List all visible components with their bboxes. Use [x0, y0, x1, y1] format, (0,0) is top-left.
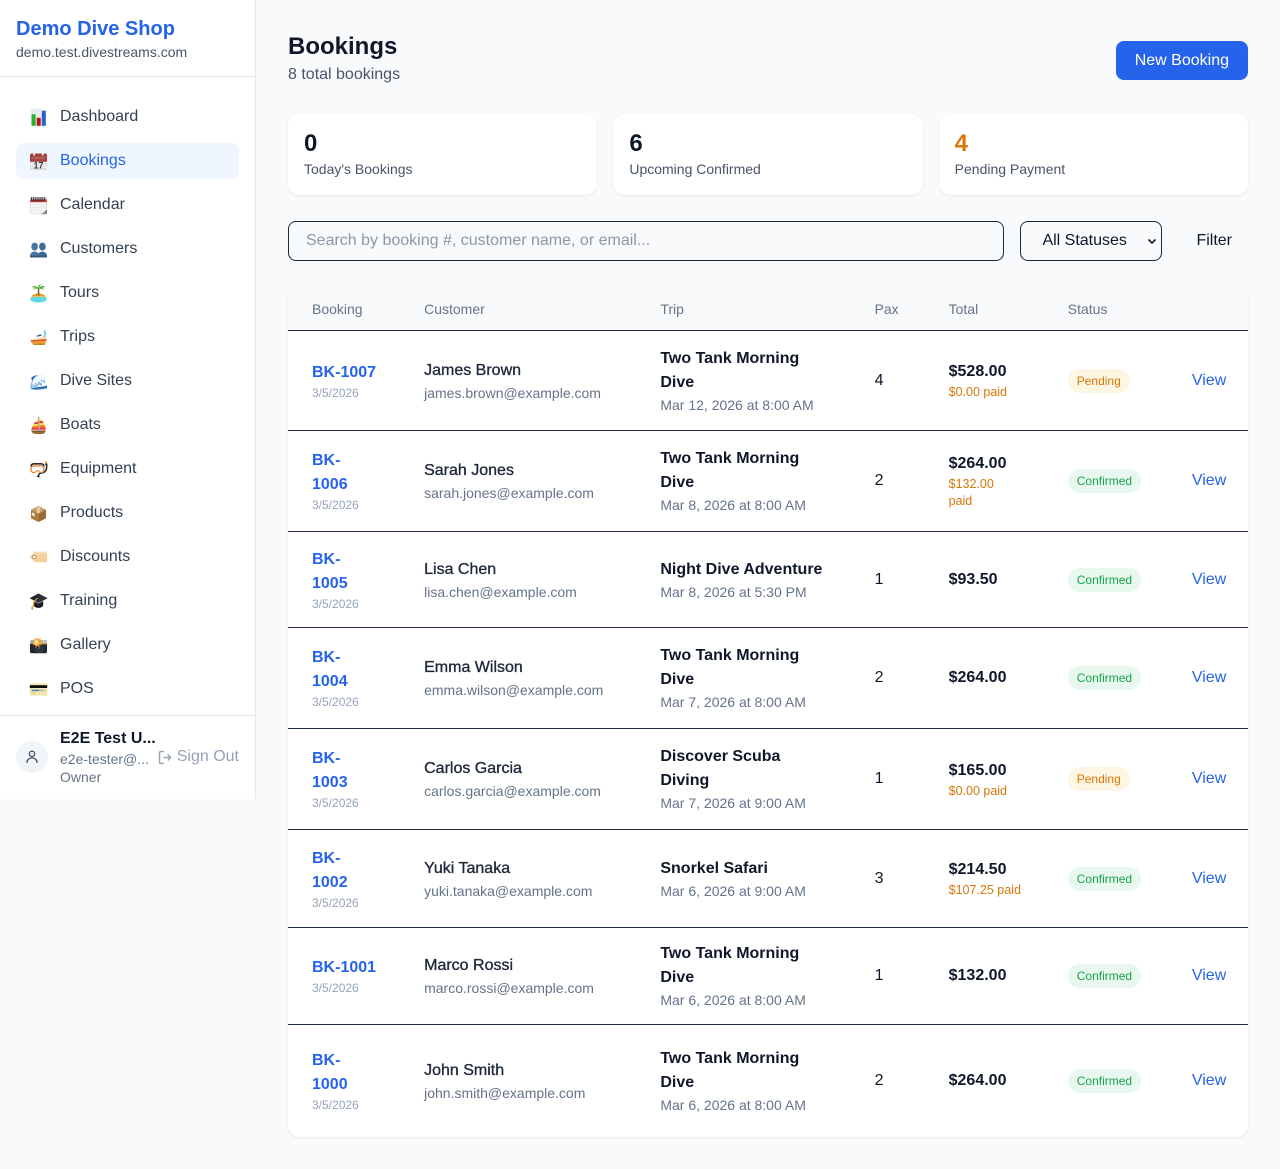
svg-text:17: 17 — [33, 160, 43, 170]
